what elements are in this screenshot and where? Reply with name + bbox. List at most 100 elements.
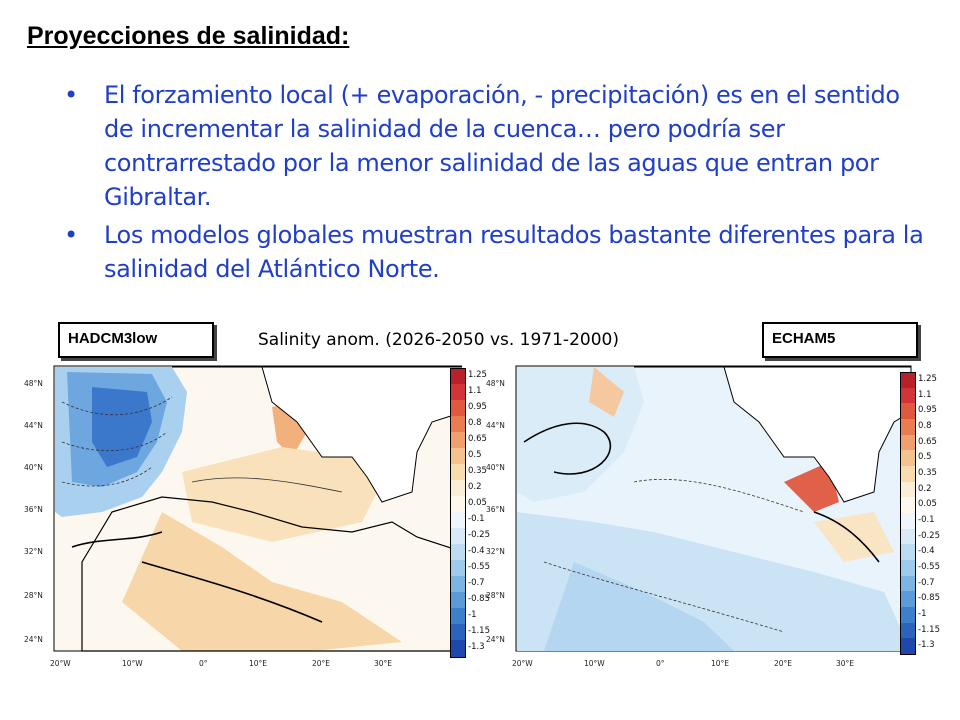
colorbar-label: 0.5 bbox=[918, 452, 932, 463]
right-map-lon-labels: 20°W 10°W 0° 10°E 20°E 30°E bbox=[512, 659, 854, 668]
left-map-lat-labels: 48°N 44°N 40°N 36°N 32°N 28°N 24°N bbox=[24, 379, 43, 644]
figure-caption: Salinity anom. (2026-2050 vs. 1971-2000) bbox=[258, 330, 619, 350]
colorbar-label: 0.8 bbox=[918, 421, 932, 431]
colorbar-segment bbox=[900, 607, 916, 624]
colorbar-label: -1 bbox=[468, 610, 477, 620]
colorbar-segment bbox=[450, 448, 466, 465]
right-model-label: ECHAM5 bbox=[762, 322, 918, 358]
colorbar-label: -1.15 bbox=[918, 624, 940, 635]
colorbar-label: 1.25 bbox=[918, 374, 937, 384]
colorbar-label: 0.35 bbox=[468, 466, 487, 476]
colorbar-label: -0.85 bbox=[918, 593, 940, 604]
colorbar-segment bbox=[450, 464, 466, 481]
lon-label: 10°W bbox=[122, 659, 143, 668]
lat-label: 24°N bbox=[24, 635, 43, 644]
lat-label: 28°N bbox=[24, 591, 43, 600]
right-salinity-map: 48°N 44°N 40°N 36°N 32°N 28°N 24°N 20°W … bbox=[484, 362, 924, 674]
colorbar-label: -0.4 bbox=[918, 546, 935, 557]
colorbar-segment bbox=[900, 544, 916, 561]
colorbar-segment bbox=[450, 480, 466, 497]
lon-label: 20°W bbox=[50, 659, 71, 668]
lat-label: 44°N bbox=[486, 421, 505, 430]
colorbar-segment bbox=[900, 513, 916, 530]
lon-label: 10°W bbox=[584, 659, 605, 668]
colorbar-segment bbox=[900, 638, 916, 656]
colorbar-label: 0.5 bbox=[468, 450, 482, 460]
bullet-item: • Los modelos globales muestran resultad… bbox=[64, 218, 924, 286]
colorbar-segment bbox=[450, 640, 466, 658]
colorbar-segment bbox=[450, 608, 466, 625]
colorbar-label: -0.25 bbox=[918, 530, 940, 541]
left-colorbar: 1.25 1.1 0.95 0.8 0.65 0.5 0.35 0.2 0.05 -0.1 -0.2… bbox=[450, 368, 518, 658]
lon-label: 20°E bbox=[774, 659, 792, 668]
colorbar-segment bbox=[900, 403, 916, 420]
colorbar-label: -0.7 bbox=[918, 577, 935, 588]
colorbar-segment bbox=[900, 466, 916, 483]
lat-label: 32°N bbox=[24, 547, 43, 556]
lon-label: 0° bbox=[199, 659, 208, 668]
bullet-dot-icon: • bbox=[64, 81, 78, 109]
colorbar-segment bbox=[900, 591, 916, 608]
lon-label: 30°E bbox=[836, 659, 854, 668]
colorbar-segment bbox=[450, 496, 466, 513]
colorbar-label: 0.95 bbox=[918, 405, 937, 416]
colorbar-label: 0.65 bbox=[468, 434, 487, 444]
colorbar-segment bbox=[450, 576, 466, 593]
colorbar-label: 1.1 bbox=[468, 386, 482, 396]
colorbar-segment bbox=[450, 416, 466, 433]
lat-label: 44°N bbox=[24, 421, 43, 430]
slide-title: Proyecciones de salinidad: bbox=[27, 22, 350, 50]
colorbar-label: -0.4 bbox=[468, 546, 485, 556]
colorbar-segment bbox=[900, 560, 916, 577]
colorbar-label: 0.2 bbox=[468, 482, 482, 492]
bullet-list: • El forzamiento local (+ evaporación, -… bbox=[64, 78, 924, 290]
colorbar-label: -0.7 bbox=[468, 578, 485, 588]
bullet-dot-icon: • bbox=[64, 221, 78, 249]
colorbar-segment bbox=[900, 450, 916, 467]
colorbar-label: 0.95 bbox=[468, 402, 487, 412]
lon-label: 20°W bbox=[512, 659, 533, 668]
colorbar-segment bbox=[450, 624, 466, 641]
colorbar-label: 0.35 bbox=[918, 468, 937, 478]
colorbar-segment bbox=[450, 544, 466, 561]
left-map-lon-labels: 20°W 10°W 0° 10°E 20°E 30°E bbox=[50, 659, 392, 668]
colorbar-label: -0.25 bbox=[468, 530, 490, 540]
colorbar-segment bbox=[450, 560, 466, 577]
lon-label: 10°E bbox=[711, 659, 729, 668]
lat-label: 40°N bbox=[486, 463, 505, 472]
colorbar-segment bbox=[450, 368, 466, 386]
colorbar-label: -1 bbox=[918, 609, 927, 619]
lon-label: 10°E bbox=[249, 659, 267, 668]
lat-label: 40°N bbox=[24, 463, 43, 472]
colorbar-label: 1.1 bbox=[918, 389, 932, 400]
colorbar-label: -1.15 bbox=[468, 626, 490, 636]
colorbar-label: -0.85 bbox=[468, 594, 490, 604]
colorbar-segment bbox=[450, 384, 466, 401]
colorbar-label: 1.25 bbox=[468, 370, 487, 380]
left-model-label: HADCM3low bbox=[58, 322, 214, 358]
colorbar-label: 0.8 bbox=[468, 418, 482, 428]
colorbar-segment bbox=[450, 400, 466, 417]
lon-label: 20°E bbox=[312, 659, 330, 668]
bullet-text: Los modelos globales muestran resultados… bbox=[104, 221, 924, 283]
colorbar-segment bbox=[900, 575, 916, 592]
right-colorbar: 1.25 1.1 0.95 0.8 0.65 0.5 0.35 0.2 0.05 -0.1 -0.2… bbox=[900, 372, 960, 656]
lat-label: 24°N bbox=[486, 635, 505, 644]
colorbar-label: -1.3 bbox=[468, 642, 485, 652]
lat-label: 28°N bbox=[486, 591, 505, 600]
colorbar-label: -0.1 bbox=[918, 515, 935, 525]
colorbar-segment bbox=[450, 528, 466, 545]
bullet-item: • El forzamiento local (+ evaporación, -… bbox=[64, 78, 924, 214]
colorbar-label: 0.05 bbox=[918, 499, 937, 510]
colorbar-segment bbox=[900, 434, 916, 451]
lon-label: 0° bbox=[656, 659, 665, 668]
left-salinity-map: 48°N 44°N 40°N 36°N 32°N 28°N 24°N 20°W … bbox=[22, 362, 465, 674]
lat-label: 48°N bbox=[24, 379, 43, 388]
colorbar-segment bbox=[900, 387, 916, 404]
colorbar-segment bbox=[450, 512, 466, 529]
colorbar-segment bbox=[900, 372, 916, 390]
colorbar-segment bbox=[900, 419, 916, 436]
colorbar-label: 0.2 bbox=[918, 483, 932, 494]
colorbar-segment bbox=[900, 622, 916, 639]
colorbar-label: -0.55 bbox=[468, 562, 490, 572]
